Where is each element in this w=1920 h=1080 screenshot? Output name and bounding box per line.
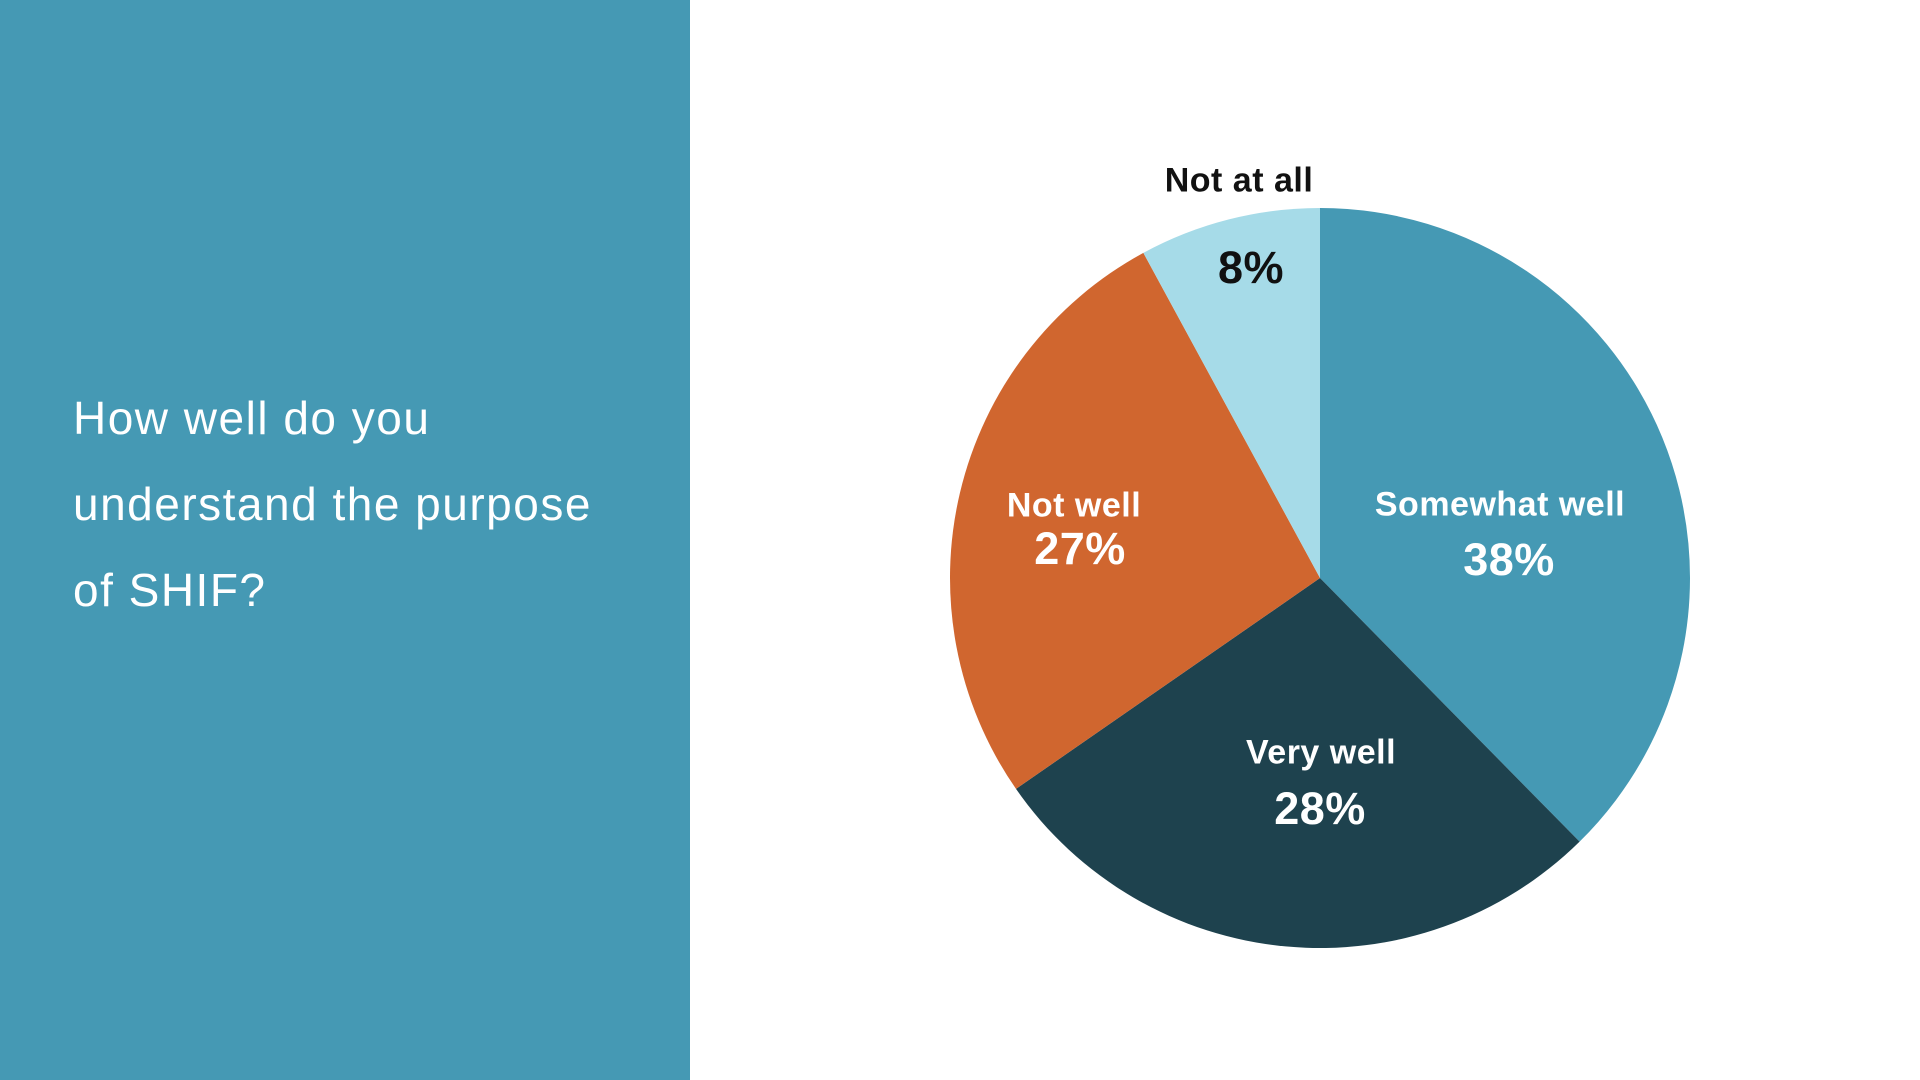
question-panel: How well do you understand the purpose o…	[0, 0, 690, 1080]
slice-value-not-well: 27%	[1034, 523, 1126, 574]
slice-value-somewhat-well: 38%	[1463, 534, 1555, 585]
question-title: How well do you understand the purpose o…	[73, 375, 653, 633]
question-line-1: How well do you	[73, 392, 431, 444]
slice-label-not-well: Not well	[1006, 486, 1142, 525]
question-line-2: understand the purpose	[73, 478, 592, 530]
slice-value-very-well: 28%	[1274, 783, 1366, 834]
pie-slice-not-well	[950, 252, 1320, 789]
slice-value-not-at-all: 8%	[1217, 242, 1285, 293]
slice-label-not-at-all: Not at all	[1164, 161, 1314, 200]
pie-slice-very-well	[1016, 578, 1580, 949]
pie-slice-somewhat-well	[1320, 207, 1691, 842]
slice-label-very-well: Very well	[1245, 733, 1397, 772]
question-line-3: of SHIF?	[73, 564, 267, 616]
pie-slice-not-at-all	[1143, 208, 1320, 578]
slice-label-somewhat-well: Somewhat well	[1374, 485, 1626, 524]
